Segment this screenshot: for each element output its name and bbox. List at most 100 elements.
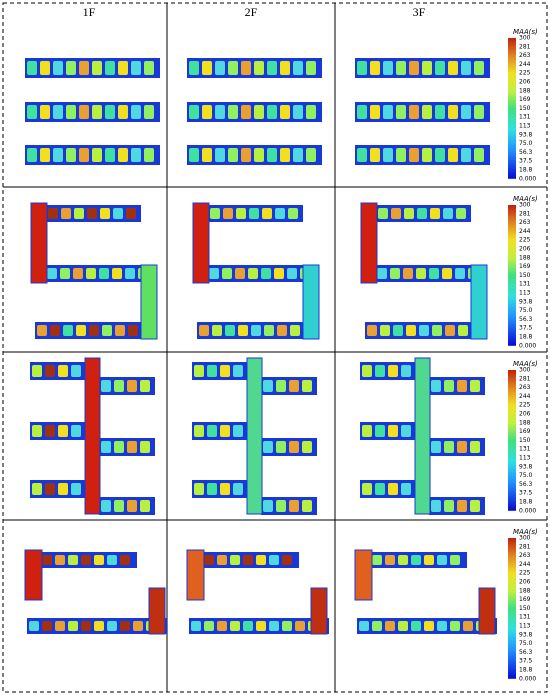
room-cell bbox=[435, 148, 445, 162]
room-cell bbox=[68, 555, 78, 565]
colorbar-label: 150 bbox=[519, 105, 531, 112]
colorbar-label: 225 bbox=[519, 570, 531, 577]
room-cell bbox=[378, 208, 388, 219]
room-cell bbox=[55, 555, 65, 565]
room-cell bbox=[443, 208, 453, 219]
room-cell bbox=[48, 208, 58, 219]
room-cell bbox=[256, 621, 266, 631]
colorbar-label: 169 bbox=[519, 596, 531, 603]
room-cell bbox=[100, 208, 110, 219]
colorbar-label: 300 bbox=[519, 367, 531, 374]
colorbar-label: 131 bbox=[519, 114, 531, 121]
room-cell bbox=[230, 621, 240, 631]
room-cell bbox=[280, 105, 290, 119]
room-cell bbox=[276, 441, 286, 453]
room-cell bbox=[140, 500, 150, 512]
room-cell bbox=[276, 380, 286, 392]
room-cell bbox=[73, 268, 83, 279]
room-cell bbox=[254, 105, 264, 119]
colorbar-label: 225 bbox=[519, 70, 531, 77]
room-cell bbox=[40, 148, 50, 162]
colorbar-label: 225 bbox=[519, 402, 531, 409]
room-cell bbox=[58, 365, 68, 377]
room-cell bbox=[357, 61, 367, 75]
room-cell bbox=[29, 621, 39, 631]
room-cell bbox=[282, 621, 292, 631]
room-cell bbox=[40, 105, 50, 119]
room-cell bbox=[220, 425, 230, 437]
room-cell bbox=[455, 268, 465, 279]
room-cell bbox=[306, 148, 316, 162]
room-cell bbox=[105, 148, 115, 162]
room-cell bbox=[396, 61, 406, 75]
room-cell bbox=[114, 500, 124, 512]
colorbar-label: 169 bbox=[519, 96, 531, 103]
room-cell bbox=[215, 148, 225, 162]
room-cell bbox=[393, 325, 403, 336]
room-cell bbox=[269, 555, 279, 565]
room-cell bbox=[71, 365, 81, 377]
room-cell bbox=[254, 61, 264, 75]
room-cell bbox=[79, 61, 89, 75]
room-cell bbox=[406, 325, 416, 336]
room-cell bbox=[362, 365, 372, 377]
room-cell bbox=[99, 268, 109, 279]
room-cell bbox=[396, 105, 406, 119]
room-cell bbox=[32, 365, 42, 377]
colorbar-label: 244 bbox=[519, 561, 531, 568]
colorbar-label: 56.3 bbox=[519, 149, 533, 156]
room-cell bbox=[68, 621, 78, 631]
room-cell bbox=[367, 325, 377, 336]
room-cell bbox=[437, 621, 447, 631]
room-cell bbox=[194, 483, 204, 495]
room-cell bbox=[32, 425, 42, 437]
room-cell bbox=[401, 365, 411, 377]
colorbar-label: 56.3 bbox=[519, 316, 533, 323]
room-cell bbox=[263, 500, 273, 512]
room-cell bbox=[474, 105, 484, 119]
colorbar-label: 75.0 bbox=[519, 472, 533, 479]
room-cell bbox=[118, 148, 128, 162]
room-cell bbox=[241, 105, 251, 119]
room-cell bbox=[385, 555, 395, 565]
room-cell bbox=[422, 61, 432, 75]
room-cell bbox=[228, 61, 238, 75]
room-cell bbox=[47, 268, 57, 279]
room-cell bbox=[94, 621, 104, 631]
room-cell bbox=[144, 105, 154, 119]
room-cell bbox=[32, 483, 42, 495]
room-cell bbox=[444, 441, 454, 453]
corridor bbox=[478, 587, 496, 635]
room-cell bbox=[470, 500, 480, 512]
room-cell bbox=[277, 325, 287, 336]
room-cell bbox=[71, 425, 81, 437]
room-cell bbox=[202, 105, 212, 119]
corridor bbox=[302, 264, 320, 340]
room-cell bbox=[40, 61, 50, 75]
colorbar-label: 18.8 bbox=[519, 499, 533, 506]
room-cell bbox=[76, 325, 86, 336]
room-cell bbox=[435, 105, 445, 119]
room-cell bbox=[388, 483, 398, 495]
room-cell bbox=[204, 555, 214, 565]
room-cell bbox=[372, 621, 382, 631]
room-cell bbox=[27, 148, 37, 162]
room-cell bbox=[58, 425, 68, 437]
room-cell bbox=[217, 555, 227, 565]
room-cell bbox=[236, 208, 246, 219]
colorbar-label: 150 bbox=[519, 272, 531, 279]
room-cell bbox=[422, 148, 432, 162]
colorbar-label: 206 bbox=[519, 411, 531, 418]
room-cell bbox=[357, 148, 367, 162]
colorbar-label: 150 bbox=[519, 605, 531, 612]
room-cell bbox=[58, 483, 68, 495]
room-cell bbox=[409, 61, 419, 75]
room-cell bbox=[302, 500, 312, 512]
colorbar-label: 0.000 bbox=[519, 507, 536, 514]
room-cell bbox=[118, 105, 128, 119]
room-cell bbox=[461, 105, 471, 119]
colorbar-label: 263 bbox=[519, 552, 531, 559]
room-cell bbox=[416, 268, 426, 279]
room-cell bbox=[254, 148, 264, 162]
room-cell bbox=[89, 325, 99, 336]
